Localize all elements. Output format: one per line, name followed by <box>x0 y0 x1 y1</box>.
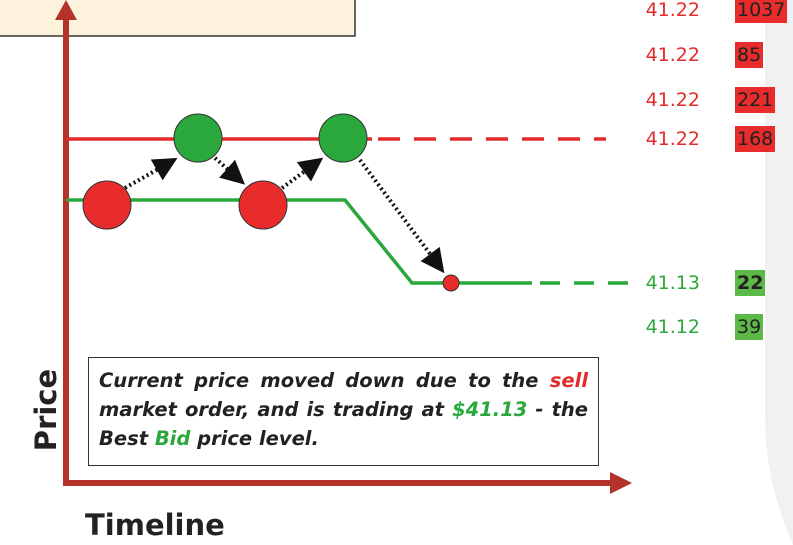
x-label: Timeline <box>85 508 225 542</box>
price: 41.22 <box>645 128 700 150</box>
side-panel <box>765 0 793 545</box>
price: 41.22 <box>645 89 700 111</box>
price: 41.22 <box>645 44 700 66</box>
annotation-text: sell <box>549 369 588 392</box>
size: 1037 <box>735 0 788 23</box>
annotation-text: - the Best <box>99 398 588 450</box>
size: 85 <box>735 42 764 68</box>
annotation: Current price moved down due to the sell… <box>88 357 599 466</box>
sell-order <box>238 180 288 230</box>
annotation-text: $41.13 <box>452 398 528 421</box>
size: 168 <box>735 126 776 152</box>
annotation-text: price level. <box>190 427 319 450</box>
annotation-text: market order, and is trading at <box>99 398 453 421</box>
buy-order <box>173 113 223 163</box>
bid-line <box>66 198 532 285</box>
annotation-text: Bid <box>154 427 191 450</box>
annotation-text: Current price moved down due to the <box>99 369 550 392</box>
moves <box>124 156 445 274</box>
sell-order <box>82 180 132 230</box>
top-box <box>0 0 356 37</box>
size: 22 <box>735 270 766 296</box>
price: 41.12 <box>645 316 700 338</box>
buy-order <box>318 113 368 163</box>
current-price <box>442 274 460 292</box>
size: 221 <box>735 87 776 113</box>
y-label: Price <box>29 369 63 451</box>
price: 41.13 <box>645 272 700 294</box>
y-arrow <box>55 0 77 20</box>
price: 41.22 <box>645 0 700 21</box>
size: 39 <box>735 314 764 340</box>
x-arrow <box>610 472 632 494</box>
